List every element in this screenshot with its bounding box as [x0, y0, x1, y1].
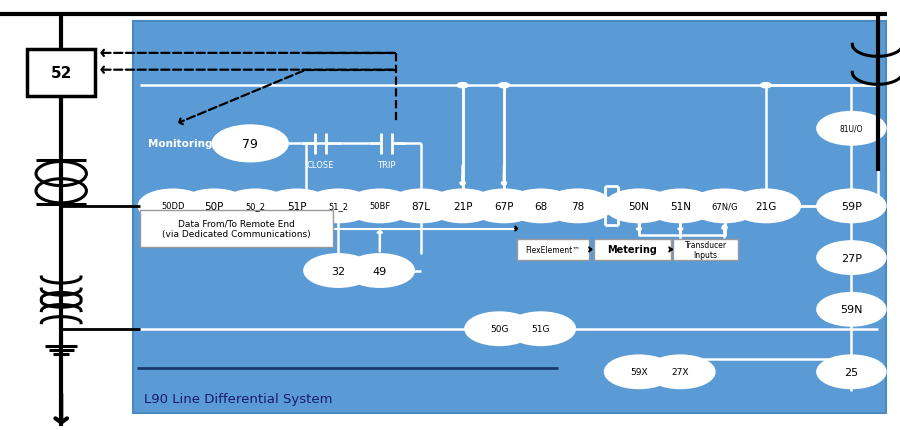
- Circle shape: [605, 356, 673, 388]
- Circle shape: [507, 190, 575, 223]
- Text: 27X: 27X: [671, 368, 689, 376]
- Circle shape: [304, 190, 373, 223]
- Circle shape: [470, 190, 538, 223]
- Text: 50DD: 50DD: [161, 202, 184, 211]
- Circle shape: [212, 126, 288, 162]
- Circle shape: [817, 242, 886, 274]
- Text: 87L: 87L: [411, 201, 431, 212]
- Text: TRIP: TRIP: [377, 160, 395, 169]
- Text: Transducer
Inputs: Transducer Inputs: [685, 240, 726, 260]
- Circle shape: [817, 190, 886, 223]
- Text: 32: 32: [331, 266, 346, 276]
- Text: L90 Line Differential System: L90 Line Differential System: [144, 393, 333, 405]
- Text: 49: 49: [373, 266, 387, 276]
- Bar: [140, 211, 333, 247]
- Text: 21P: 21P: [453, 201, 472, 212]
- Circle shape: [817, 293, 886, 326]
- Text: 78: 78: [572, 201, 584, 212]
- Text: CLOSE: CLOSE: [307, 160, 334, 169]
- Text: 50BF: 50BF: [369, 202, 391, 211]
- Text: 51N: 51N: [670, 201, 691, 212]
- Text: 81U/O: 81U/O: [840, 125, 863, 133]
- Circle shape: [221, 190, 290, 223]
- Circle shape: [544, 190, 612, 223]
- Circle shape: [817, 113, 886, 145]
- Text: FlexElement™: FlexElement™: [526, 246, 580, 254]
- Circle shape: [646, 356, 715, 388]
- Circle shape: [346, 255, 414, 287]
- Bar: [133, 22, 886, 413]
- Text: 51P: 51P: [287, 201, 307, 212]
- Circle shape: [465, 313, 534, 345]
- Circle shape: [760, 83, 771, 89]
- Circle shape: [304, 255, 373, 287]
- Text: Monitoring: Monitoring: [148, 139, 212, 149]
- Circle shape: [605, 190, 673, 223]
- Circle shape: [690, 190, 759, 223]
- Circle shape: [646, 190, 715, 223]
- Circle shape: [507, 313, 575, 345]
- Text: 79: 79: [242, 138, 258, 150]
- Circle shape: [428, 190, 497, 223]
- Bar: [673, 240, 738, 260]
- Text: 68: 68: [535, 201, 547, 212]
- Bar: [517, 240, 589, 260]
- Circle shape: [499, 83, 509, 89]
- Text: Metering: Metering: [608, 245, 657, 255]
- Text: 52: 52: [50, 66, 72, 80]
- Text: Data From/To Remote End
(via Dedicated Communications): Data From/To Remote End (via Dedicated C…: [162, 219, 310, 239]
- Text: 50_2: 50_2: [246, 202, 266, 211]
- Text: 51G: 51G: [532, 325, 550, 333]
- Text: 50G: 50G: [491, 325, 508, 333]
- Text: 50N: 50N: [628, 201, 650, 212]
- Text: 27P: 27P: [841, 253, 862, 263]
- Circle shape: [817, 356, 886, 388]
- Text: 59N: 59N: [841, 304, 862, 315]
- Text: 59X: 59X: [630, 368, 648, 376]
- Bar: [594, 240, 670, 260]
- Circle shape: [139, 190, 207, 223]
- Text: 21G: 21G: [755, 201, 777, 212]
- Circle shape: [457, 83, 468, 89]
- Text: 50P: 50P: [204, 201, 224, 212]
- Circle shape: [387, 190, 455, 223]
- Text: 67P: 67P: [494, 201, 514, 212]
- Text: 59P: 59P: [841, 201, 862, 212]
- Circle shape: [180, 190, 248, 223]
- Circle shape: [263, 190, 331, 223]
- Text: 67N/G: 67N/G: [711, 202, 738, 211]
- Text: 51_2: 51_2: [328, 202, 348, 211]
- Circle shape: [732, 190, 800, 223]
- Circle shape: [346, 190, 414, 223]
- Text: 25: 25: [844, 367, 859, 377]
- Bar: [27, 49, 94, 97]
